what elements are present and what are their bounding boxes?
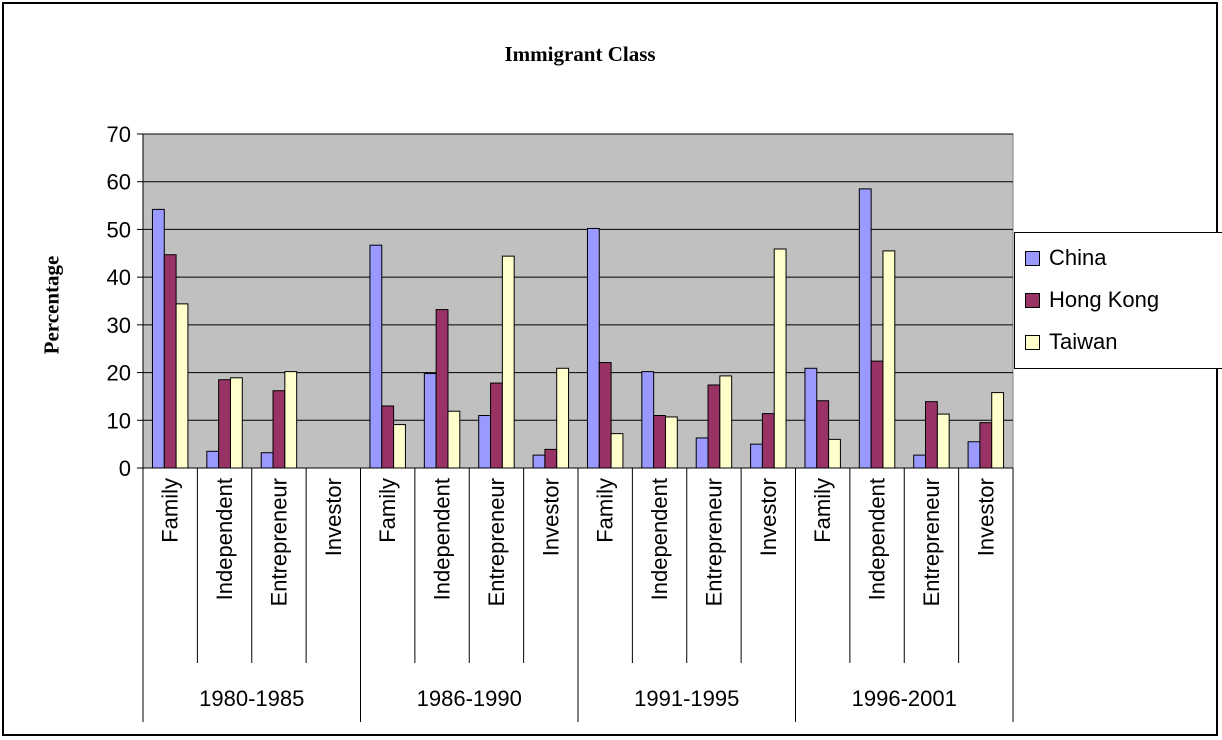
bar-taiwan: [229, 377, 243, 469]
category-label: Entrepreneur: [919, 478, 944, 606]
bar-hong-kong: [761, 413, 775, 469]
bar-hong-kong: [979, 422, 993, 469]
bar-china: [532, 454, 546, 469]
bar-taiwan: [991, 392, 1005, 469]
bar-china: [641, 371, 655, 469]
bar-china: [478, 415, 492, 469]
legend: China Hong Kong Taiwan: [1014, 232, 1222, 369]
group-label: 1996-2001: [852, 686, 957, 711]
y-tick-label: 10: [107, 408, 131, 433]
bar-hong-kong: [381, 405, 395, 469]
category-label: Investor: [321, 478, 346, 556]
legend-swatch-china: [1025, 250, 1040, 266]
bar-china: [695, 437, 709, 469]
legend-label-hong-kong: Hong Kong: [1049, 287, 1160, 312]
group-label: 1991-1995: [634, 686, 739, 711]
bar-hong-kong: [163, 254, 177, 469]
category-label: Family: [375, 478, 400, 543]
bar-china: [750, 443, 763, 469]
bar-hong-kong: [490, 382, 503, 469]
y-tick-label: 60: [107, 170, 131, 195]
group-label: 1980-1985: [199, 686, 304, 711]
bar-china: [260, 452, 274, 469]
bar-taiwan: [447, 410, 461, 469]
bar-taiwan: [556, 367, 570, 469]
category-label: Family: [593, 478, 618, 543]
legend-label-china: China: [1049, 245, 1107, 270]
legend-swatch-taiwan: [1025, 334, 1040, 350]
bar-taiwan: [284, 371, 298, 469]
bar-china: [967, 441, 981, 469]
bar-hong-kong: [870, 360, 884, 469]
bar-china: [206, 450, 220, 469]
bar-hong-kong: [707, 384, 721, 469]
y-tick-label: 0: [119, 456, 131, 481]
group-label: 1986-1990: [417, 686, 522, 711]
category-label: Family: [810, 478, 835, 543]
bar-hong-kong: [272, 390, 286, 469]
legend-swatch-hong-kong: [1025, 292, 1040, 308]
category-label: Independent: [865, 478, 890, 600]
y-tick-label: 70: [107, 122, 131, 147]
legend-label-taiwan: Taiwan: [1049, 329, 1118, 354]
category-label: Entrepreneur: [266, 478, 291, 606]
category-label: Entrepreneur: [484, 478, 509, 606]
legend-item-taiwan: Taiwan: [1025, 327, 1117, 357]
bar-hong-kong: [816, 400, 830, 469]
category-label: Independent: [647, 478, 672, 600]
bar-taiwan: [501, 255, 515, 469]
bar-taiwan: [175, 303, 189, 469]
legend-item-hong-kong: Hong Kong: [1025, 285, 1159, 315]
category-label: Independent: [430, 478, 455, 600]
bar-hong-kong: [544, 448, 558, 469]
bar-taiwan: [610, 433, 624, 469]
bar-hong-kong: [653, 415, 666, 469]
bar-china: [423, 373, 437, 469]
bar-china: [151, 208, 165, 469]
bar-hong-kong: [218, 379, 231, 469]
y-tick-label: 30: [107, 313, 131, 338]
chart-title: Immigrant Class: [504, 42, 656, 66]
bar-china: [913, 454, 927, 469]
category-label: Independent: [212, 478, 237, 600]
bar-china: [586, 227, 600, 469]
y-tick-label: 50: [107, 217, 131, 242]
bar-taiwan: [936, 413, 950, 469]
bar-china: [804, 367, 818, 469]
bar-taiwan: [828, 438, 841, 469]
category-label: Investor: [538, 478, 563, 556]
bar-hong-kong: [598, 362, 612, 469]
bar-china: [858, 188, 872, 469]
legend-item-china: China: [1025, 243, 1106, 273]
bar-taiwan: [393, 424, 406, 469]
category-label: Investor: [973, 478, 998, 556]
y-tick-label: 20: [107, 361, 131, 386]
bar-china: [369, 244, 383, 469]
bar-hong-kong: [925, 401, 938, 469]
bar-taiwan: [882, 250, 896, 469]
bar-taiwan: [773, 248, 787, 469]
bar-hong-kong: [435, 309, 449, 469]
category-label: Family: [158, 478, 183, 543]
bar-taiwan: [719, 375, 733, 469]
category-label: Investor: [756, 478, 781, 556]
category-label: Entrepreneur: [701, 478, 726, 606]
bar-taiwan: [664, 416, 678, 469]
y-tick-label: 40: [107, 265, 131, 290]
